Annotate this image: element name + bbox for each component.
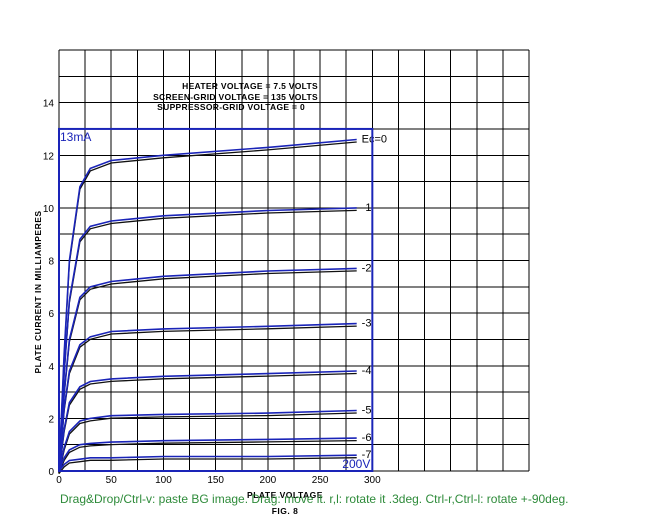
digitizer-selection-box[interactable]	[58, 127, 374, 472]
figure-label: FIG. 8	[272, 506, 299, 516]
series-curve-digitized-0[interactable]	[58, 138, 357, 472]
series-curve-scan-3	[58, 325, 357, 474]
series-curve-scan-6	[58, 439, 357, 474]
caption-line-screen-grid: SCREEN-GRID VOLTAGE = 135 VOLTS	[153, 92, 318, 102]
series-curve-scan-1	[58, 209, 357, 474]
series-curve-digitized-1[interactable]	[58, 207, 357, 472]
caption-line-heater: HEATER VOLTAGE = 7.5 VOLTS	[182, 81, 318, 91]
series-curve-digitized-7[interactable]	[58, 454, 357, 472]
y-tick-label: 4	[48, 362, 54, 373]
x-axis-title: PLATE VOLTAGE	[247, 490, 323, 500]
help-instructions: Drag&Drop/Ctrl-v: paste BG image. Drag: …	[60, 492, 569, 506]
y-tick-label: 2	[48, 414, 54, 425]
chart-caption: HEATER VOLTAGE = 7.5 VOLTS SCREEN-GRID V…	[153, 81, 318, 112]
y-axis-ticks: 0 2 4 6 8 10 12 14	[43, 99, 55, 478]
series-curve-digitized-6[interactable]	[58, 437, 357, 472]
series-label-6: -6	[362, 432, 372, 444]
x-tick-label: 0	[56, 475, 62, 486]
series-label-0: Ec=0	[362, 133, 387, 145]
chart-grid	[58, 49, 530, 472]
x-tick-label: 100	[155, 475, 172, 486]
curve-labels: Ec=0 -1 -2 -3 -4 -5 -6 -7	[362, 133, 387, 461]
series-curve-digitized-4[interactable]	[58, 370, 357, 472]
series-curve-digitized-2[interactable]	[58, 267, 357, 472]
y-tick-label: 8	[48, 257, 54, 268]
y-tick-label: 12	[43, 151, 55, 162]
y-tick-label: 10	[43, 204, 55, 215]
caption-line-suppressor-grid: SUPPRESSOR-GRID VOLTAGE = 0	[157, 102, 305, 112]
x-tick-label: 300	[364, 475, 381, 486]
x-tick-label: 150	[207, 475, 224, 486]
x-tick-label: 200	[260, 475, 277, 486]
series-label-5: -5	[362, 404, 372, 416]
series-curve-digitized-3[interactable]	[58, 322, 357, 472]
overlay-max-current-label: 13mA	[60, 130, 91, 144]
series-curve-digitized-5[interactable]	[58, 409, 357, 472]
series-label-3: -3	[362, 318, 372, 330]
x-axis-ticks: 0 50 100 150 200 250 300	[56, 475, 381, 486]
y-tick-label: 0	[48, 467, 54, 478]
y-axis-title: PLATE CURRENT IN MILLIAMPERES	[33, 210, 43, 373]
y-tick-label: 6	[48, 309, 54, 320]
series-curve-scan-0	[58, 141, 357, 474]
series-label-7: -7	[362, 449, 372, 461]
series-label-2: -2	[362, 262, 372, 274]
x-tick-label: 250	[312, 475, 329, 486]
y-tick-label: 14	[43, 99, 55, 110]
series-label-4: -4	[362, 365, 372, 377]
series-curve-scan-7	[58, 457, 357, 474]
plate-curves	[58, 138, 357, 474]
x-tick-label: 50	[106, 475, 118, 486]
series-label-1: -1	[362, 202, 372, 214]
overlay-max-voltage-label: 200V	[342, 457, 370, 471]
